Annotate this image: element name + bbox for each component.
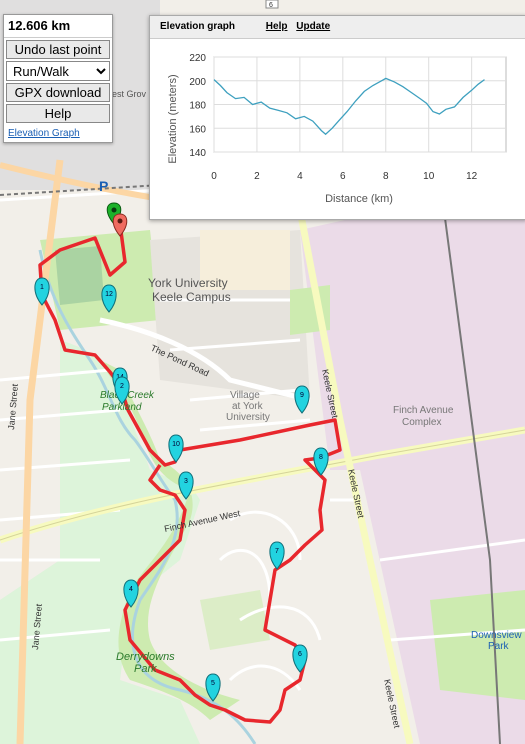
jane-label-2: Jane Street (30, 603, 44, 650)
y-tick-labels: 140 160 180 200 220 (189, 53, 206, 159)
waypoint-label-7: 7 (275, 548, 279, 555)
waypoint-label-9: 9 (300, 392, 304, 399)
elevation-graph-title: Elevation graph (160, 21, 236, 32)
x-tick-labels: 0 2 4 6 8 10 12 (211, 171, 477, 182)
activity-mode-select[interactable]: Run/Walk (6, 61, 110, 81)
waypoint-label-10: 10 (172, 441, 180, 448)
waypoint-marker-7[interactable]: 7 (269, 541, 285, 570)
waypoint-marker-8[interactable]: 8 (313, 447, 329, 476)
help-button[interactable]: Help (6, 104, 110, 123)
undo-last-point-button[interactable]: Undo last point (6, 40, 110, 59)
waypoint-marker-4[interactable]: 4 (123, 579, 139, 608)
x-tick-label: 12 (466, 171, 478, 182)
waypoint-label-3: 3 (184, 478, 188, 485)
west-grove-label: est Grov (112, 89, 147, 99)
finch-road-edge (0, 429, 525, 541)
route-shield-label: 6 (269, 2, 273, 9)
waypoint-marker-2[interactable]: 2 (114, 376, 130, 405)
keele-street-road (296, 209, 414, 744)
elevation-update-link[interactable]: Update (296, 21, 331, 32)
x-tick-label: 8 (383, 171, 389, 182)
pond-road (99, 317, 311, 403)
route-control-panel: 12.606 km Undo last point Run/Walk GPX d… (3, 14, 113, 143)
finch-complex-label-1: Finch Avenue (393, 405, 454, 416)
creek-valley-park (100, 360, 240, 720)
waypoint-label-8: 8 (319, 454, 323, 461)
campus-label-2: Keele Campus (152, 290, 231, 304)
x-tick-label: 10 (423, 171, 435, 182)
campus-core (200, 230, 290, 290)
x-tick-label: 4 (297, 171, 303, 182)
waypoint-label-5: 5 (211, 680, 215, 687)
waypoint-marker-1[interactable]: 1 (34, 277, 50, 306)
chart-grid (213, 56, 507, 153)
finch-complex-label-2: Complex (402, 417, 441, 428)
x-tick-label: 6 (340, 171, 346, 182)
route-line (38, 223, 342, 724)
y-tick-label: 180 (189, 101, 206, 112)
waypoint-label-12: 12 (105, 291, 113, 298)
playing-field (55, 246, 104, 305)
route-distance: 12.606 km (4, 15, 112, 38)
elevation-series-line (213, 77, 485, 136)
route-shield (265, 0, 279, 9)
x-tick-label: 0 (211, 171, 217, 182)
waypoint-label-1: 1 (40, 284, 44, 291)
village-label-1: Village (230, 390, 260, 401)
waypoint-marker-9[interactable]: 9 (294, 385, 310, 414)
minor-streets (0, 188, 525, 691)
waypoint-label-6: 6 (298, 651, 302, 658)
x-tick-label: 2 (254, 171, 260, 182)
gpx-download-button[interactable]: GPX download (6, 83, 110, 102)
jane-label-1: Jane Street (6, 383, 20, 430)
elevation-help-link[interactable]: Help (265, 21, 288, 32)
y-tick-label: 220 (189, 53, 206, 64)
y-tick-label: 200 (189, 77, 206, 88)
derrydowns-label-2: Park (134, 663, 157, 675)
railway-nw (0, 184, 161, 196)
end-pin[interactable] (112, 213, 128, 237)
residential-south-west (0, 340, 200, 744)
black-creek (38, 249, 257, 744)
waypoint-label-4: 4 (129, 586, 133, 593)
derrydowns-label-1: Derrydowns (116, 651, 175, 663)
elevation-graph-link[interactable]: Elevation Graph (8, 128, 80, 139)
elevation-graph-window: Elevation graph Help Update 140 160 180 200… (149, 15, 525, 220)
waypoint-marker-12[interactable]: 12 (101, 284, 117, 313)
downsview-park-area (430, 590, 525, 700)
downsview-label-2: Park (488, 641, 510, 652)
waypoint-marker-6[interactable]: 6 (292, 644, 308, 673)
y-tick-label: 140 (189, 148, 206, 159)
village-label-3: University (226, 412, 270, 423)
park-patch (200, 590, 270, 650)
waypoint-label-2: 2 (120, 383, 124, 390)
downsview-label-1: Downsview (471, 630, 522, 641)
waypoint-marker-10[interactable]: 10 (168, 434, 184, 463)
elevation-graph-header: Elevation graph Help Update (150, 16, 525, 39)
black-creek-label-2: Parkland (102, 402, 142, 413)
railway (439, 179, 501, 744)
jane-street-road (16, 159, 64, 744)
village-label-2: at York (232, 401, 264, 412)
elevation-chart: 140 160 180 200 220 0 2 4 6 8 10 12 Elevation (met… (167, 53, 507, 205)
waypoint-marker-5[interactable]: 5 (205, 673, 221, 702)
x-axis-label: Distance (km) (325, 193, 393, 205)
campus-label: York University (148, 276, 228, 290)
y-tick-label: 160 (189, 124, 206, 135)
y-axis-label: Elevation (meters) (167, 74, 179, 163)
waypoint-marker-3[interactable]: 3 (178, 471, 194, 500)
parking-label: P (99, 178, 108, 194)
